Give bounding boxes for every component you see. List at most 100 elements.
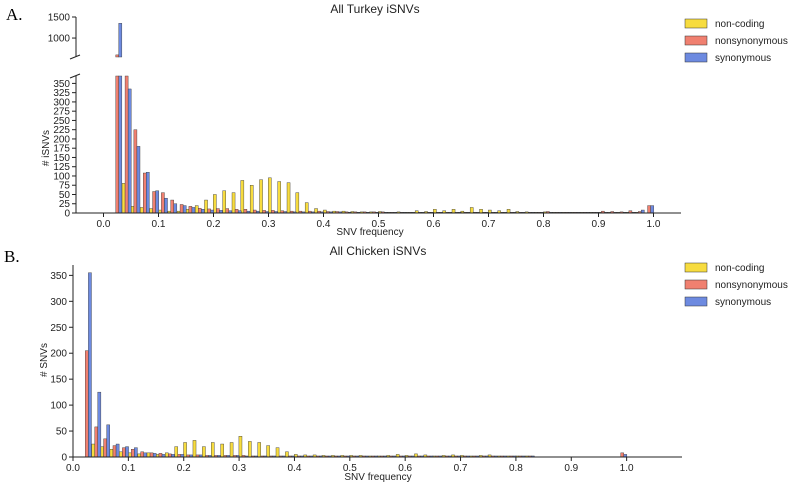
- legend-label: nonsynonymous: [715, 36, 788, 47]
- bar-nonsynonymous: [234, 209, 239, 214]
- x-tick-label: 0.1: [121, 463, 135, 474]
- x-tick-label: 0.7: [454, 463, 468, 474]
- panel-a-bars: [115, 23, 654, 214]
- y-tick-label: 300: [50, 297, 67, 308]
- bar-non-coding: [220, 443, 224, 458]
- bar-non-coding: [146, 452, 151, 458]
- bar-synonymous: [88, 272, 92, 458]
- bar-synonymous: [97, 391, 102, 458]
- bar-nonsynonymous: [207, 208, 211, 214]
- x-tick-label: 0.6: [427, 219, 441, 230]
- legend-label: non-coding: [715, 263, 764, 274]
- bar-synonymous: [201, 209, 205, 214]
- bar-nonsynonymous: [143, 172, 147, 214]
- y-tick-label: 200: [53, 134, 70, 145]
- bar-synonymous: [115, 443, 120, 458]
- y-tick-upper-label: 1500: [48, 13, 71, 24]
- y-tick-label: 250: [50, 323, 67, 334]
- y-tick-label: 100: [53, 171, 70, 182]
- panel-b-title: All Chicken iSNVs: [330, 244, 427, 258]
- bar-non-coding: [506, 209, 511, 214]
- bar-non-coding: [139, 207, 144, 214]
- bar-nonsynonymous: [94, 426, 98, 458]
- bar-non-coding: [204, 199, 208, 214]
- panel-b-axes: 0 50 100 150 200 250 300 350 0.0 0.1 0.2 0.3 0.4 0.5 0…: [50, 265, 682, 474]
- bar-nonsynonymous: [115, 75, 119, 214]
- bar-synonymous: [650, 205, 654, 214]
- y-tick-label: 0: [64, 209, 70, 220]
- bar-non-coding: [174, 446, 178, 458]
- bar-non-coding: [121, 183, 126, 214]
- panel-b-bars: [85, 272, 628, 458]
- x-tick-label: 1.0: [620, 463, 634, 474]
- legend-swatch: [684, 262, 708, 273]
- y-tick-label: 350: [53, 79, 70, 90]
- bar-non-coding: [304, 202, 309, 214]
- x-tick-label: 1.0: [647, 219, 661, 230]
- x-tick-label: 0.3: [262, 219, 276, 230]
- x-tick-label: 0.6: [398, 463, 412, 474]
- legend-label: synonymous: [715, 53, 771, 64]
- y-tick-label: 250: [53, 116, 70, 127]
- x-tick-label: 0.3: [232, 463, 246, 474]
- legend-swatch: [684, 296, 708, 307]
- bar-nonsynonymous: [140, 451, 144, 458]
- axis-break-mark: [69, 73, 81, 79]
- bar-nonsynonymous: [161, 192, 165, 214]
- x-tick-label: 0.5: [343, 463, 357, 474]
- bar-nonsynonymous: [225, 208, 229, 214]
- bar-nonsynonymous: [188, 206, 193, 214]
- bar-non-coding: [285, 451, 289, 458]
- y-tick-label: 175: [53, 144, 70, 155]
- bar-non-coding: [275, 447, 280, 458]
- panel-a-ylabel: # iSNVs: [41, 130, 52, 166]
- bar-synonymous: [143, 452, 148, 458]
- bar-nonsynonymous: [647, 205, 651, 214]
- y-tick-label: 225: [53, 125, 70, 136]
- bar-nonsynonymous: [152, 191, 156, 214]
- bar-non-coding: [469, 207, 474, 214]
- y-tick-label: 275: [53, 107, 70, 118]
- panel-b-ylabel: # SNVs: [39, 343, 50, 377]
- legend-swatch: [684, 35, 708, 46]
- panel-b-xlabel: SNV frequency: [344, 472, 411, 483]
- legend-swatch: [684, 52, 708, 63]
- x-tick-label: 0.8: [509, 463, 523, 474]
- bar-nonsynonymous: [103, 438, 107, 458]
- bar-synonymous: [182, 205, 187, 214]
- bar-synonymous: [125, 446, 129, 458]
- bar-nonsynonymous: [243, 209, 248, 214]
- bar-non-coding: [249, 185, 254, 214]
- bar-non-coding: [266, 445, 270, 458]
- bar-synonymous: [146, 172, 150, 214]
- bar-non-coding: [314, 208, 318, 214]
- bar-non-coding: [109, 449, 114, 458]
- bar-synonymous: [134, 447, 138, 458]
- y-tick-label: 125: [53, 162, 70, 173]
- bar-upper-nonsynonymous: [115, 54, 119, 58]
- bar-nonsynonymous: [620, 452, 624, 458]
- panel-a-title: All Turkey iSNVs: [330, 2, 419, 16]
- x-tick-label: 0.4: [317, 219, 331, 230]
- legend-label: nonsynonymous: [715, 280, 788, 291]
- panel-a-axes: 0255075100125150175200225250275300325350…: [48, 13, 681, 230]
- x-tick-label: 0.0: [66, 463, 80, 474]
- bar-non-coding: [240, 180, 245, 214]
- bar-synonymous: [152, 453, 157, 458]
- panel-b-letter: B.: [4, 247, 20, 266]
- bar-non-coding: [286, 182, 291, 214]
- y-tick-label: 150: [53, 153, 70, 164]
- bar-nonsynonymous: [133, 129, 138, 214]
- bar-nonsynonymous: [216, 208, 220, 214]
- x-tick-label: 0.8: [537, 219, 551, 230]
- bar-non-coding: [194, 205, 199, 214]
- legend-label: non-coding: [715, 19, 764, 30]
- bar-non-coding: [222, 190, 226, 214]
- panel-a-legend: non-coding nonsynonymous synonymous: [684, 18, 788, 64]
- y-tick-label: 25: [59, 199, 71, 210]
- panel-a-xlabel: SNV frequency: [336, 227, 403, 238]
- legend-swatch: [684, 279, 708, 290]
- bar-non-coding: [231, 192, 236, 214]
- bar-nonsynonymous: [149, 452, 154, 458]
- y-tick-label: 325: [53, 88, 70, 99]
